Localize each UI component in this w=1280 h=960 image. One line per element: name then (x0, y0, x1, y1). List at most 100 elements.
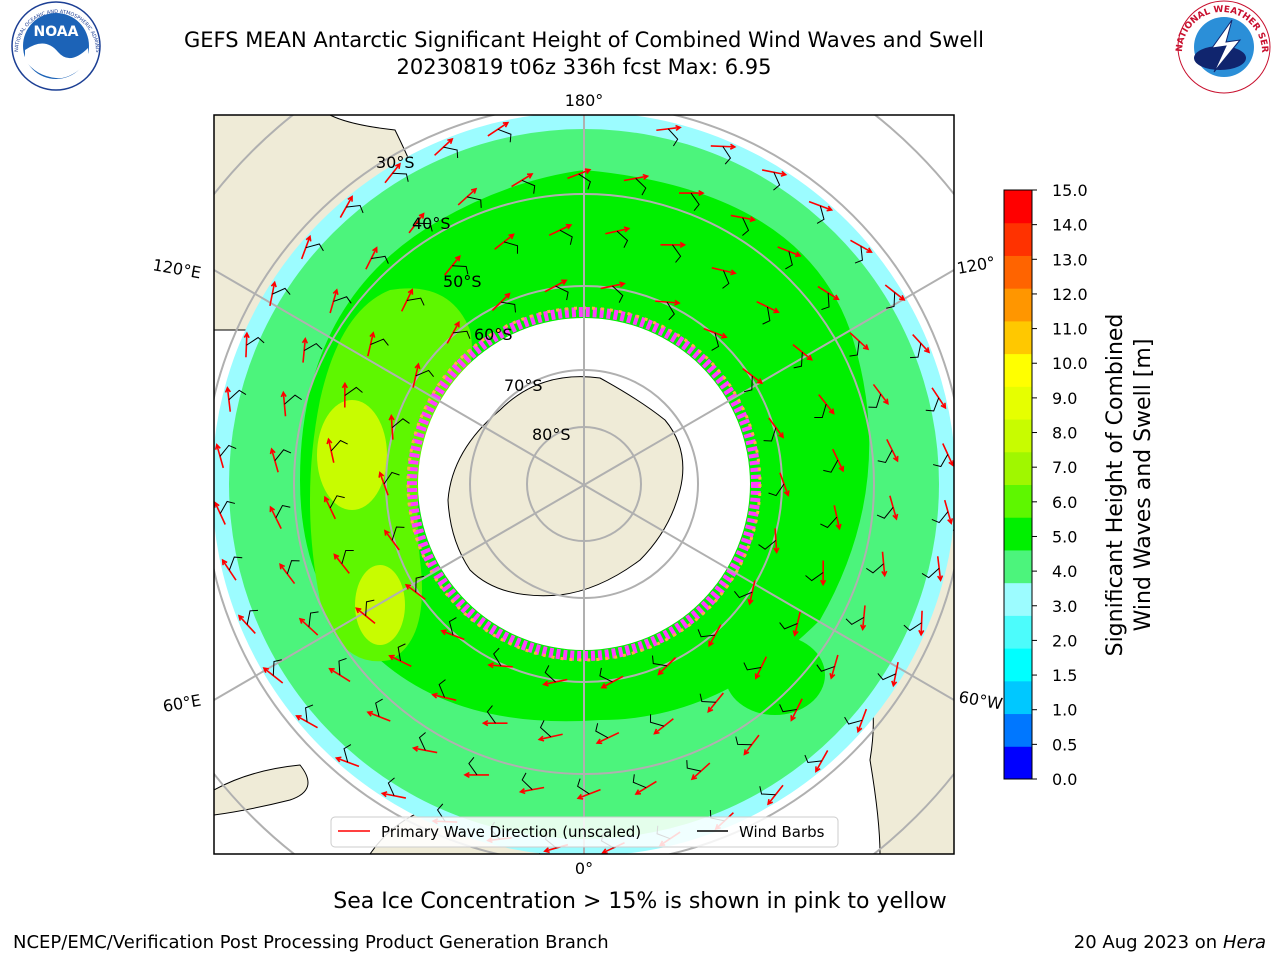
wind-barb (616, 230, 629, 248)
colorbar-tick-label: 15.0 (1052, 181, 1088, 200)
wind-barb (286, 560, 300, 575)
lat-label-60s: 60°S (474, 325, 513, 344)
colorbar-tick-label: 0.5 (1052, 735, 1077, 754)
lon-label-120e: 120°E (151, 255, 202, 282)
nws-ring-text: NATIONAL WEATHER SERVICE (0, 0, 1269, 53)
wind-barb (821, 292, 830, 311)
wind-barb (779, 622, 798, 630)
wind-barb (416, 222, 433, 232)
wind-barb (346, 205, 364, 214)
wind-barb (793, 352, 803, 369)
wind-barb (931, 511, 949, 524)
wind-barb (275, 504, 291, 519)
lon-label-180: 180° (565, 91, 604, 110)
wind-barb (743, 375, 753, 393)
wave-arrow (243, 331, 250, 358)
wind-barb (667, 128, 679, 147)
wind-barb (699, 693, 716, 703)
wave-arrow (542, 678, 568, 687)
colorbar-tick-label: 10.0 (1052, 354, 1088, 373)
wind-barb (854, 246, 863, 264)
wave-arrow (221, 558, 237, 581)
wind-barb (903, 622, 922, 632)
colorbar-segment (1004, 713, 1032, 747)
wave-arrow (605, 226, 631, 235)
sea-ice-note: Sea Ice Concentration > 15% is shown in … (333, 889, 947, 914)
wind-barb (555, 285, 569, 301)
wind-barb (877, 449, 893, 464)
wind-barb (344, 386, 363, 396)
wind-barb (397, 643, 406, 662)
wind-barb (329, 495, 345, 509)
wind-barb (274, 449, 292, 462)
wave-arrow (487, 121, 510, 137)
wave-arrow (936, 556, 944, 582)
colorbar: 0.0 0.5 1.0 1.5 2.0 3.0 4.0 5.0 6.0 7.0 8.0 9.0 10.0… (1003, 181, 1088, 789)
wave-arrow (595, 731, 620, 745)
wind-barb (632, 774, 647, 789)
noaa-logo-text: NOAA (34, 24, 79, 40)
wave-arrow (214, 443, 225, 469)
wind-barb (844, 716, 863, 725)
colorbar-segment (1004, 419, 1032, 453)
wind-barb (452, 330, 471, 339)
wind-barb (768, 483, 785, 497)
wind-barb (690, 192, 700, 211)
wind-barb (452, 265, 469, 275)
wind-barb (272, 287, 291, 295)
wind-barb (733, 590, 753, 599)
wind-barb (272, 659, 282, 676)
wave-arrow (339, 195, 353, 218)
wave-arrow (655, 299, 681, 306)
wind-barb (493, 647, 502, 667)
wave-arrow (537, 733, 563, 742)
wind-barb (820, 516, 838, 529)
wind-barb (785, 251, 793, 270)
map-area (214, 115, 954, 854)
wind-barb (246, 609, 259, 625)
wind-barb (415, 575, 425, 593)
colorbar-segment (1004, 615, 1032, 649)
wind-barb (246, 336, 265, 346)
wind-barb (503, 241, 519, 254)
wind-barb (486, 705, 496, 724)
colorbar-segment (1004, 222, 1032, 256)
wind-barb (521, 179, 536, 194)
colorbar-tick-label: 4.0 (1052, 562, 1077, 581)
footer-stamp: 20 Aug 2023 on Hera (1074, 932, 1266, 953)
wind-barb (418, 732, 426, 751)
antarctica-land (447, 376, 684, 597)
wind-barb (370, 338, 389, 346)
wind-barb (544, 665, 556, 683)
wind-barb (343, 744, 352, 763)
colorbar-segment (1004, 746, 1032, 780)
map-frame (213, 114, 955, 855)
wave-arrow (518, 786, 545, 795)
colorbar-tick-label: 11.0 (1052, 320, 1088, 339)
wind-barb (305, 704, 314, 722)
colorbar-tick-label: 0.0 (1052, 770, 1077, 789)
wind-barb (816, 205, 825, 224)
wave-arrow (742, 367, 764, 385)
lon-label-60w: 60°W (957, 687, 1004, 713)
wind-barb (773, 172, 781, 191)
colorbar-tick-label: 5.0 (1052, 527, 1077, 546)
colorbar-frame (1003, 189, 1033, 780)
wind-barb (849, 341, 860, 357)
footer-date: 20 Aug 2023 on (1073, 932, 1218, 953)
colorbar-segment (1004, 320, 1032, 355)
wave-arrow (269, 447, 279, 473)
wind-barb (805, 572, 824, 582)
wind-barb (697, 629, 716, 638)
wind-barb (877, 673, 896, 681)
wave-band-5-6 (310, 288, 472, 662)
wave-arrow (850, 239, 873, 253)
wave-arrow (295, 715, 318, 729)
wind-barb (406, 297, 425, 306)
wind-barb (763, 427, 777, 442)
wind-barb (722, 270, 730, 289)
wave-arrow (383, 529, 400, 551)
colorbar-tick-label: 7.0 (1052, 458, 1077, 477)
wind-barb (868, 393, 882, 408)
colorbar-tick-label: 2.0 (1052, 631, 1077, 650)
